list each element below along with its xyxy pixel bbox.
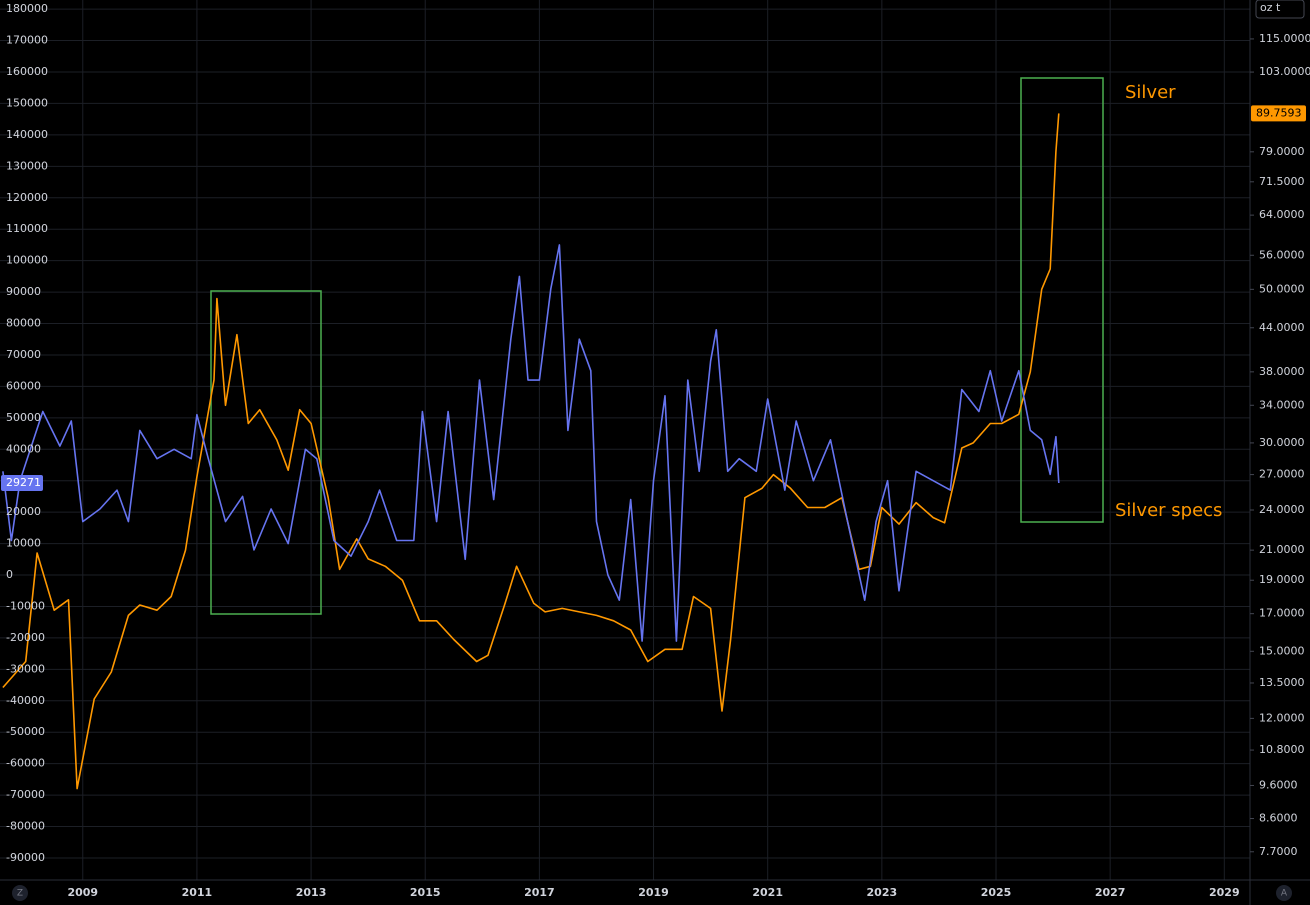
- y2-tick-label: 44.0000: [1259, 321, 1305, 334]
- y-tick-label: 10000: [6, 537, 41, 550]
- y2-tick-label: 13.5000: [1259, 676, 1305, 689]
- y2-tick-label: 24.0000: [1259, 503, 1305, 516]
- x-tick-label: 2021: [752, 886, 783, 899]
- unit-label[interactable]: oz t: [1260, 1, 1281, 14]
- y2-tick-label: 9.6000: [1259, 778, 1298, 791]
- y-tick-label: -70000: [6, 788, 45, 801]
- y-tick-label: -90000: [6, 851, 45, 864]
- x-tick-label: 2029: [1209, 886, 1240, 899]
- y-tick-label: 120000: [6, 191, 48, 204]
- y2-tick-label: 50.0000: [1259, 282, 1305, 295]
- lines: [2, 113, 1060, 790]
- x-tick-label: 2023: [867, 886, 898, 899]
- y2-tick-label: 19.0000: [1259, 573, 1305, 586]
- y-tick-label: -30000: [6, 662, 45, 675]
- series-annotation: Silver specs: [1115, 500, 1222, 521]
- y-tick-label: 180000: [6, 2, 48, 15]
- y2-tick-label: 103.0000: [1259, 65, 1310, 78]
- y-tick-label: 50000: [6, 411, 41, 424]
- y2-tick-label: 34.0000: [1259, 398, 1305, 411]
- y-tick-label: 160000: [6, 65, 48, 78]
- auto-button-label[interactable]: A: [1281, 889, 1288, 899]
- y2-tick-label: 17.0000: [1259, 607, 1305, 620]
- x-tick-label: 2019: [638, 886, 669, 899]
- x-tick-label: 2013: [296, 886, 327, 899]
- y-tick-label: -10000: [6, 599, 45, 612]
- y2-tick-label: 12.0000: [1259, 711, 1305, 724]
- y-tick-label: 150000: [6, 96, 48, 109]
- y2-tick-label: 56.0000: [1259, 248, 1305, 261]
- x-tick-label: 2017: [524, 886, 555, 899]
- y-tick-label: 0: [6, 568, 13, 581]
- y2-tick-label: 21.0000: [1259, 543, 1305, 556]
- series-annotation: Silver: [1125, 82, 1176, 103]
- last-value-label: 89.7593: [1256, 106, 1302, 119]
- x-tick-label: 2025: [981, 886, 1012, 899]
- last-value-label: 29271: [6, 476, 41, 489]
- y-tick-label: 90000: [6, 285, 41, 298]
- y-tick-label: -40000: [6, 694, 45, 707]
- y-tick-label: 110000: [6, 222, 48, 235]
- series-line: [2, 244, 1060, 642]
- auto-button[interactable]: [1276, 885, 1292, 901]
- y-tick-label: 100000: [6, 254, 48, 267]
- y2-tick-label: 115.0000: [1259, 32, 1310, 45]
- scale-button-label[interactable]: Z: [17, 889, 23, 899]
- last-value-box: [1, 475, 43, 492]
- y2-tick-label: 71.5000: [1259, 175, 1305, 188]
- x-tick-label: 2011: [182, 886, 213, 899]
- y2-tick-label: 15.0000: [1259, 644, 1305, 657]
- y2-tick-label: 27.0000: [1259, 468, 1305, 481]
- y-tick-label: -60000: [6, 757, 45, 770]
- y2-tick-label: 7.7000: [1259, 845, 1298, 858]
- scale-button[interactable]: [12, 885, 28, 901]
- x-tick-label: 2027: [1095, 886, 1126, 899]
- y-tick-label: 60000: [6, 379, 41, 392]
- y-tick-label: 70000: [6, 348, 41, 361]
- y-tick-label: 140000: [6, 128, 48, 141]
- y-tick-label: 40000: [6, 442, 41, 455]
- highlight-box: [210, 290, 322, 615]
- grid: [0, 0, 1250, 880]
- x-tick-label: 2015: [410, 886, 441, 899]
- y-tick-label: -50000: [6, 725, 45, 738]
- highlight-box: [1020, 77, 1104, 523]
- y2-tick-label: 30.0000: [1259, 436, 1305, 449]
- y-tick-label: 20000: [6, 505, 41, 518]
- y-tick-label: 80000: [6, 317, 41, 330]
- y2-tick-label: 79.0000: [1259, 145, 1305, 158]
- y2-tick-label: 8.6000: [1259, 812, 1298, 825]
- last-value-box: [1251, 105, 1306, 122]
- y-tick-label: 130000: [6, 159, 48, 172]
- y-tick-label: -20000: [6, 631, 45, 644]
- unit-selector[interactable]: [1255, 0, 1305, 19]
- x-tick-label: 2009: [67, 886, 98, 899]
- y2-tick-label: 64.0000: [1259, 208, 1305, 221]
- y-tick-label: 170000: [6, 34, 48, 47]
- y2-tick-label: 10.8000: [1259, 743, 1305, 756]
- y2-tick-label: 38.0000: [1259, 365, 1305, 378]
- y-tick-label: -80000: [6, 820, 45, 833]
